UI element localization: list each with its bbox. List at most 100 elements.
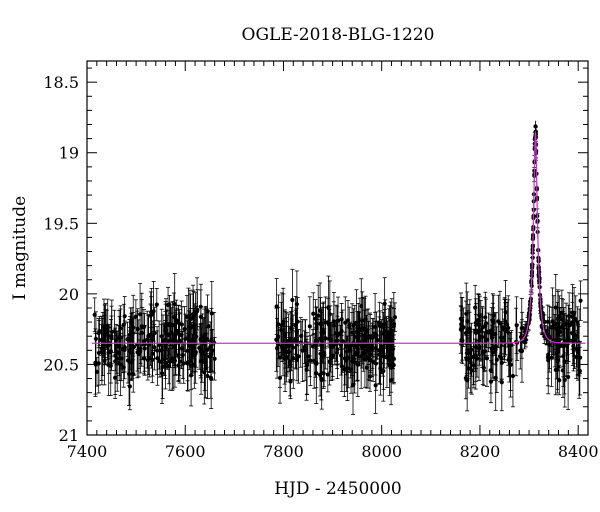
data-point [304, 363, 310, 368]
data-point [206, 324, 211, 329]
data-point [150, 357, 155, 363]
data-point [290, 345, 296, 350]
data-point [463, 376, 468, 381]
y-tick-label: 19 [59, 144, 79, 163]
data-point [501, 335, 507, 340]
data-point [503, 309, 508, 315]
data-point [574, 346, 579, 351]
data-point [555, 322, 560, 327]
data-point [571, 332, 576, 337]
data-point [319, 338, 324, 343]
data-point [205, 373, 210, 379]
data-point [304, 367, 309, 372]
data-point [125, 337, 130, 342]
data-point [97, 329, 102, 334]
data-point [325, 372, 330, 377]
plot-area [91, 120, 586, 415]
data-point [577, 368, 582, 373]
data-point [127, 348, 132, 354]
data-point [139, 324, 144, 329]
data-point [523, 326, 528, 331]
data-point [476, 318, 481, 323]
y-axis-label: I magnitude [10, 196, 30, 300]
data-point [293, 323, 298, 328]
data-point [163, 327, 168, 332]
data-point [204, 336, 209, 341]
data-point [322, 352, 327, 357]
data-point [339, 364, 344, 369]
data-point [331, 319, 336, 324]
data-point [190, 352, 195, 357]
data-point [182, 326, 187, 332]
data-point [370, 360, 376, 365]
data-point [186, 314, 191, 319]
data-point [459, 337, 464, 343]
data-point [177, 338, 182, 343]
data-point [354, 352, 360, 357]
axis-ticks: 7400 7600 7800 8000 8200 8400 18.5 19 19.5 20 20.5… [43, 61, 599, 461]
x-tick-label: 8400 [558, 442, 599, 461]
data-point [366, 334, 371, 339]
data-point [468, 360, 473, 365]
data-point [157, 359, 162, 364]
data-point [373, 324, 378, 329]
data-point [209, 311, 214, 316]
data-point [192, 362, 197, 367]
data-point [316, 313, 321, 318]
data-point [296, 354, 301, 359]
data-point [347, 323, 352, 328]
data-point [208, 375, 213, 380]
data-point [188, 325, 193, 330]
data-point [510, 373, 516, 379]
data-point [313, 316, 318, 321]
data-point [578, 298, 583, 303]
data-point [101, 324, 107, 329]
data-point [170, 323, 175, 328]
data-point [359, 304, 364, 309]
data-point [514, 323, 519, 328]
data-point [474, 356, 480, 361]
data-point [335, 338, 340, 343]
data-point [142, 346, 147, 351]
data-point [494, 357, 499, 362]
data-point [318, 308, 323, 313]
data-point [561, 325, 566, 331]
data-point [129, 334, 134, 339]
data-point [326, 322, 332, 327]
data-point [129, 360, 134, 365]
data-point [469, 347, 474, 352]
data-point [191, 335, 196, 340]
data-point [179, 332, 184, 337]
data-point [392, 315, 398, 320]
y-tick-label: 18.5 [43, 73, 79, 92]
y-tick-label: 19.5 [43, 214, 79, 233]
data-point [173, 340, 178, 345]
data-point [499, 380, 504, 385]
data-point [479, 334, 484, 339]
data-point [114, 349, 119, 355]
data-point [553, 305, 558, 310]
data-point [103, 331, 108, 336]
data-point [360, 318, 365, 323]
data-point [286, 338, 291, 343]
data-point [288, 379, 293, 384]
y-tick-label: 21 [59, 426, 79, 445]
data-point [282, 349, 287, 354]
data-points [92, 120, 583, 415]
data-point [131, 371, 136, 377]
data-point [298, 340, 303, 345]
data-point [127, 384, 132, 389]
data-point [344, 358, 349, 363]
data-point [163, 360, 168, 365]
data-point [350, 330, 355, 335]
data-point [489, 332, 494, 337]
data-point [181, 361, 186, 366]
data-point [377, 348, 382, 353]
data-point [375, 337, 380, 343]
data-point [92, 312, 97, 317]
data-point [198, 304, 203, 309]
data-point [533, 124, 538, 129]
data-point [488, 379, 494, 384]
data-point [518, 334, 524, 340]
